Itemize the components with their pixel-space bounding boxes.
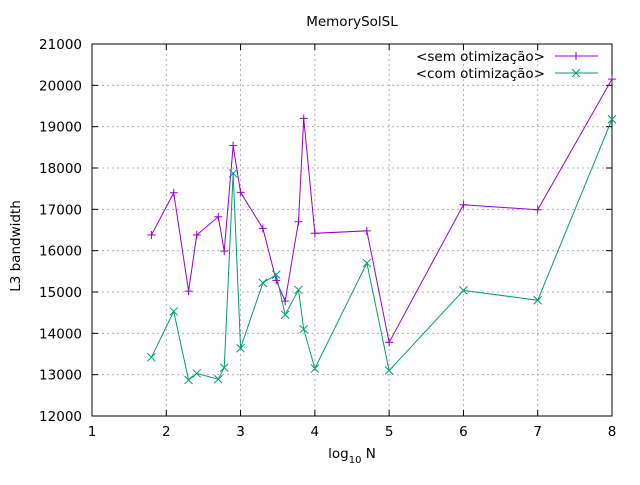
series-1: [147, 75, 616, 347]
y-axis-label: L3 bandwidth: [8, 200, 24, 292]
legend-marker: [572, 52, 580, 60]
legend-label: <com otimização>: [416, 66, 545, 82]
data-point: [294, 285, 303, 295]
data-point: [299, 114, 308, 123]
series-line: [150, 78, 613, 344]
x-axis-label-subscript: 10: [349, 455, 362, 466]
data-point: [213, 374, 223, 384]
x-tick-label: 7: [533, 424, 542, 440]
data-point: [169, 188, 178, 197]
data-point: [385, 338, 394, 347]
series-line: [150, 119, 613, 381]
data-point: [228, 169, 238, 178]
data-point: [236, 188, 245, 197]
x-tick-label: 8: [608, 424, 617, 440]
y-tick-label: 20000: [39, 78, 82, 94]
data-point: [533, 295, 543, 305]
data-point: [362, 258, 372, 268]
x-tick-label: 1: [88, 424, 97, 440]
x-tick-label: 6: [459, 424, 468, 440]
grid-lines: [92, 44, 612, 416]
x-axis-label-main: log: [328, 446, 349, 462]
data-point: [169, 307, 179, 316]
data-point: [299, 324, 309, 334]
data-point: [384, 366, 394, 375]
data-point: [147, 352, 156, 362]
data-point: [147, 230, 156, 239]
y-tick-label: 12000: [39, 409, 82, 425]
data-point: [192, 230, 201, 239]
x-tick-labels: 1 2 3 4 5 6 7 8: [88, 424, 617, 440]
data-point: [310, 229, 319, 238]
x-tick-label: 5: [385, 424, 394, 440]
x-tick-label: 3: [236, 424, 245, 440]
x-axis-label: log10 N: [328, 446, 376, 466]
y-tick-label: 15000: [39, 285, 82, 301]
data-point: [607, 114, 617, 124]
y-tick-labels: 12000 13000 14000 15000 16000 17000 18000 19000…: [39, 37, 82, 425]
data-point: [271, 270, 281, 279]
data-point: [184, 375, 193, 385]
y-tick-label: 19000: [39, 120, 82, 136]
y-tick-label: 18000: [39, 161, 82, 177]
legend-label: <sem otimização>: [416, 49, 545, 65]
y-tick-label: 14000: [39, 326, 82, 342]
y-tick-label: 16000: [39, 244, 82, 260]
y-tick-label: 13000: [39, 368, 82, 384]
data-point: [294, 217, 303, 226]
data-point: [229, 141, 238, 150]
data-point: [310, 364, 320, 373]
data-point: [608, 75, 616, 84]
x-tick-label: 2: [162, 424, 171, 440]
axis-ticks: [91, 43, 613, 417]
data-point: [236, 343, 245, 353]
data-point: [192, 369, 202, 378]
series-2: [147, 114, 617, 385]
data-point: [220, 247, 229, 256]
series-layer: [147, 75, 617, 385]
data-point: [459, 200, 468, 209]
data-point: [459, 285, 468, 295]
data-point: [280, 310, 290, 320]
legend-entry: <com otimização>: [416, 66, 598, 82]
legend-marker: [571, 68, 581, 78]
data-point: [184, 287, 193, 296]
data-point: [258, 224, 267, 233]
data-point: [258, 278, 268, 288]
data-point: [272, 276, 281, 285]
data-point: [533, 205, 542, 214]
plot-frame: [91, 43, 613, 417]
legend-entry: <sem otimização>: [416, 49, 598, 65]
chart-title: MemorySolSL: [306, 14, 398, 30]
data-point: [219, 363, 229, 372]
data-point: [362, 226, 371, 235]
legend: <sem otimização><com otimização>: [416, 49, 598, 82]
data-point: [214, 212, 223, 221]
x-axis-label-rest: N: [361, 446, 375, 462]
y-tick-label: 17000: [39, 202, 82, 218]
y-tick-label: 21000: [39, 37, 82, 53]
x-tick-label: 4: [311, 424, 320, 440]
